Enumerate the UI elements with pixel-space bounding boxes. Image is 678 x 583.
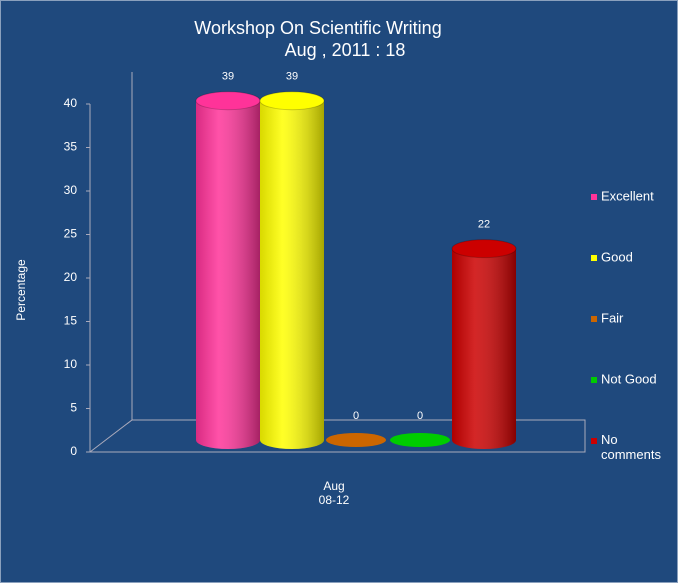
y-tick-label: 5 — [70, 401, 77, 415]
legend-swatch — [591, 438, 597, 444]
bar-shade — [260, 100, 324, 449]
legend-label: No comments — [601, 432, 661, 462]
legend-label: Good — [601, 249, 633, 264]
legend-label: Fair — [601, 310, 624, 325]
bar — [195, 91, 261, 449]
bar-top — [390, 433, 450, 447]
y-tick-label: 0 — [70, 444, 77, 458]
bar-top — [195, 91, 261, 111]
value-label: 22 — [478, 219, 490, 231]
legend-swatch — [591, 194, 597, 200]
y-tick-label: 35 — [64, 140, 78, 154]
bar — [259, 91, 325, 449]
x-tick-label: Aug 08-12 — [319, 479, 350, 507]
bar-shade — [452, 248, 516, 449]
y-tick-label: 10 — [64, 357, 78, 371]
bar — [326, 433, 386, 447]
y-tick-label: 30 — [64, 183, 78, 197]
chart-subtitle: Aug , 2011 : 18 — [285, 40, 406, 60]
chart-title: Workshop On Scientific Writing — [194, 18, 441, 38]
value-label: 0 — [417, 410, 423, 422]
legend-swatch — [591, 377, 597, 383]
y-tick-label: 20 — [64, 270, 78, 284]
value-label: 0 — [353, 410, 359, 422]
value-label: 39 — [222, 71, 234, 83]
bar — [451, 239, 517, 449]
bar-top — [326, 433, 386, 447]
y-tick-label: 15 — [64, 314, 78, 328]
y-axis-label: Percentage — [14, 259, 28, 321]
legend-label: Excellent — [601, 188, 654, 203]
bar — [390, 433, 450, 447]
bar-shade — [196, 100, 260, 449]
bar-top — [259, 91, 325, 111]
y-tick-label: 25 — [64, 227, 78, 241]
bar-top — [451, 239, 517, 259]
legend-swatch — [591, 316, 597, 322]
value-label: 39 — [286, 71, 298, 83]
legend-swatch — [591, 255, 597, 261]
legend-label: Not Good — [601, 371, 657, 386]
y-tick-label: 40 — [64, 96, 78, 110]
